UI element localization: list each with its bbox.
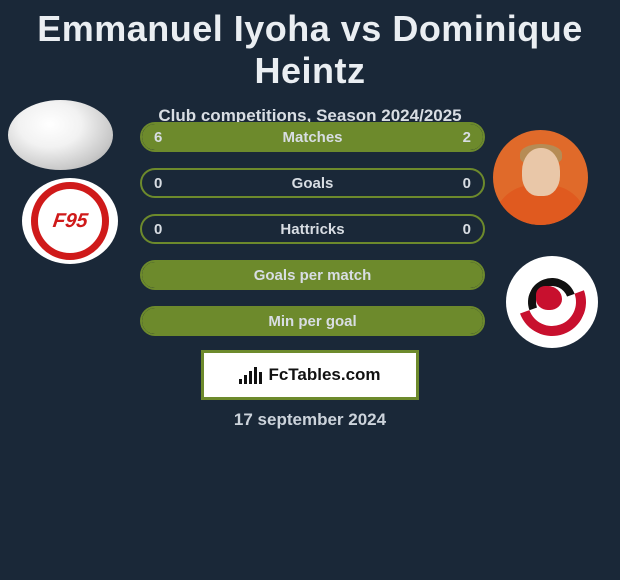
brand-text: FcTables.com [268, 365, 380, 385]
stat-row-min-per-goal: Min per goal [140, 306, 485, 336]
player1-team-logo: F95 [22, 178, 118, 264]
page-title: Emmanuel Iyoha vs Dominique Heintz [0, 0, 620, 92]
stat-rows: 6 Matches 2 0 Goals 0 0 Hattricks 0 Goal… [140, 122, 485, 352]
player2-face [522, 148, 560, 196]
stat-value-right: 0 [463, 175, 471, 192]
brand-bars-icon [239, 366, 262, 384]
stat-value-left: 0 [154, 175, 162, 192]
stat-row-goals-per-match: Goals per match [140, 260, 485, 290]
fortuna-logo-text: F95 [51, 210, 89, 233]
player2-team-logo [506, 256, 598, 348]
stat-label: Matches [282, 129, 342, 146]
date-text: 17 september 2024 [234, 410, 386, 430]
hurricane-swirl-icon [518, 268, 586, 336]
brand-box: FcTables.com [201, 350, 419, 400]
stat-label: Goals [292, 175, 334, 192]
comparison-stage: F95 6 Matches 2 0 Goals 0 [0, 100, 620, 360]
stat-label: Hattricks [280, 221, 344, 238]
stat-value-right: 0 [463, 221, 471, 238]
stat-row-matches: 6 Matches 2 [140, 122, 485, 152]
stat-row-hattricks: 0 Hattricks 0 [140, 214, 485, 244]
fortuna-logo-ring: F95 [31, 182, 109, 260]
player1-avatar [8, 100, 113, 170]
stat-value-left: 6 [154, 129, 162, 146]
stat-label: Goals per match [254, 267, 372, 284]
player2-avatar [493, 130, 588, 225]
stat-label: Min per goal [268, 313, 356, 330]
stat-fill-left [142, 124, 384, 150]
stat-row-goals: 0 Goals 0 [140, 168, 485, 198]
stat-value-left: 0 [154, 221, 162, 238]
stat-value-right: 2 [463, 129, 471, 146]
